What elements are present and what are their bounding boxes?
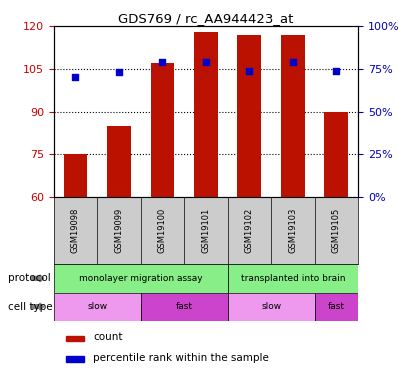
Point xyxy=(246,68,253,74)
Text: slow: slow xyxy=(261,302,281,311)
Text: fast: fast xyxy=(328,302,345,311)
Bar xyxy=(66,356,84,362)
Bar xyxy=(228,264,358,292)
Bar xyxy=(281,35,305,197)
Point xyxy=(116,69,122,75)
Point xyxy=(290,59,296,65)
Text: count: count xyxy=(93,332,123,342)
Bar xyxy=(228,292,315,321)
Text: monolayer migration assay: monolayer migration assay xyxy=(79,274,203,283)
Text: GSM19098: GSM19098 xyxy=(71,208,80,254)
Bar xyxy=(324,112,348,197)
Bar xyxy=(54,292,141,321)
Bar xyxy=(150,63,174,197)
Text: GSM19099: GSM19099 xyxy=(115,208,123,253)
Bar xyxy=(141,292,228,321)
Text: GSM19105: GSM19105 xyxy=(332,208,341,253)
Text: protocol: protocol xyxy=(8,273,51,284)
Text: percentile rank within the sample: percentile rank within the sample xyxy=(93,353,269,363)
Bar xyxy=(66,336,84,341)
Text: GSM19102: GSM19102 xyxy=(245,208,254,253)
Point xyxy=(203,59,209,65)
Text: GSM19103: GSM19103 xyxy=(289,208,297,254)
Bar xyxy=(194,32,218,197)
Text: slow: slow xyxy=(87,302,107,311)
Point xyxy=(333,68,339,74)
Bar xyxy=(238,35,261,197)
Text: cell type: cell type xyxy=(8,302,53,312)
Bar xyxy=(54,264,228,292)
Text: fast: fast xyxy=(176,302,193,311)
Bar xyxy=(64,154,88,197)
Point xyxy=(159,59,166,65)
Title: GDS769 / rc_AA944423_at: GDS769 / rc_AA944423_at xyxy=(118,12,294,25)
Bar xyxy=(315,292,358,321)
Bar xyxy=(107,126,131,197)
Text: GSM19101: GSM19101 xyxy=(201,208,211,253)
Text: GSM19100: GSM19100 xyxy=(158,208,167,253)
Text: transplanted into brain: transplanted into brain xyxy=(241,274,345,283)
Point xyxy=(72,74,79,81)
